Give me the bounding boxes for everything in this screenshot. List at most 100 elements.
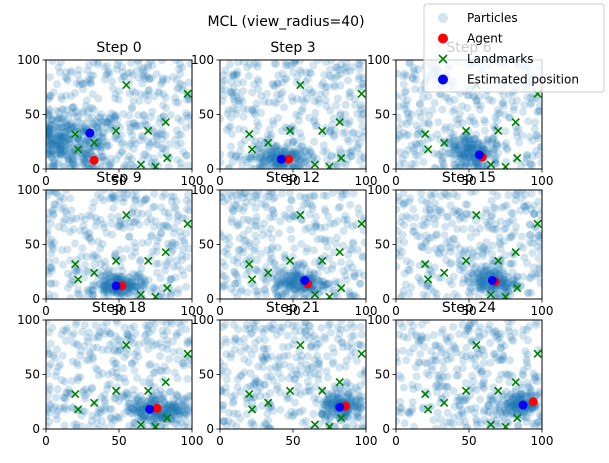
particle-point bbox=[291, 366, 300, 375]
particle-point bbox=[463, 148, 472, 157]
particle-point bbox=[51, 279, 60, 288]
particle-point bbox=[506, 398, 515, 407]
particle-point bbox=[288, 412, 296, 421]
particle-point bbox=[234, 99, 243, 108]
particle-point bbox=[454, 145, 463, 154]
particle-point bbox=[182, 252, 191, 261]
particle-point bbox=[466, 151, 475, 160]
particle-point bbox=[281, 147, 289, 156]
particle-point bbox=[474, 280, 483, 289]
particle-point bbox=[467, 224, 476, 233]
particle-point bbox=[257, 91, 266, 100]
particle-point bbox=[527, 205, 536, 214]
particle-point bbox=[136, 90, 145, 99]
particle-point bbox=[457, 408, 466, 417]
particle-point bbox=[481, 266, 490, 275]
particle-point bbox=[497, 294, 506, 299]
particle-point bbox=[275, 323, 284, 332]
particle-point bbox=[341, 211, 350, 220]
particle-point bbox=[457, 153, 466, 162]
particle-point bbox=[355, 150, 364, 159]
particle-point bbox=[301, 320, 310, 326]
particle-point bbox=[332, 410, 340, 419]
particle-point bbox=[138, 133, 147, 142]
particle-point bbox=[118, 147, 127, 156]
particle-point bbox=[176, 139, 185, 148]
particle-point bbox=[47, 190, 55, 195]
particle-point bbox=[156, 114, 165, 123]
particle-point bbox=[303, 377, 312, 386]
particle-point bbox=[263, 246, 272, 255]
particle-point bbox=[59, 203, 68, 212]
particle-point bbox=[88, 203, 97, 212]
particle-point bbox=[74, 66, 83, 74]
particle-point bbox=[119, 164, 128, 169]
particle-point bbox=[103, 288, 112, 297]
particle-point bbox=[95, 141, 104, 150]
particle-point bbox=[506, 389, 515, 398]
particle-point bbox=[434, 150, 442, 159]
particle-point bbox=[346, 245, 354, 254]
landmark-marker bbox=[357, 89, 366, 98]
particle-point bbox=[452, 372, 461, 381]
particle-point bbox=[72, 320, 81, 326]
particle-point bbox=[460, 267, 468, 276]
particle-point bbox=[412, 372, 421, 381]
particle-point bbox=[93, 190, 102, 199]
particle-point bbox=[326, 320, 335, 329]
particle-point bbox=[396, 193, 402, 202]
particle-point bbox=[420, 119, 429, 128]
particle-point bbox=[120, 323, 129, 332]
particle-point bbox=[138, 156, 147, 165]
particle-point bbox=[459, 150, 468, 159]
particle-point bbox=[321, 334, 330, 343]
particle-point bbox=[313, 275, 322, 284]
particle-point bbox=[68, 103, 77, 112]
particle-point bbox=[139, 412, 148, 421]
particle-point bbox=[347, 146, 356, 154]
particle-point bbox=[169, 73, 178, 81]
particle-point bbox=[131, 282, 140, 291]
particle-point bbox=[422, 231, 431, 240]
particle-point bbox=[70, 420, 79, 429]
particle-point bbox=[402, 257, 411, 266]
particle-point bbox=[151, 132, 160, 141]
particle-point bbox=[56, 145, 65, 154]
particle-point bbox=[62, 336, 71, 345]
particle-point bbox=[399, 322, 407, 331]
particle-point bbox=[327, 152, 336, 161]
particle-point bbox=[336, 81, 345, 90]
particle-point bbox=[101, 403, 110, 412]
particle-point bbox=[57, 134, 66, 143]
particle-point bbox=[258, 159, 267, 168]
particle-point bbox=[396, 404, 405, 413]
particle-point bbox=[517, 390, 526, 399]
particle-point bbox=[351, 402, 360, 411]
particle-point bbox=[265, 190, 274, 196]
particle-point bbox=[182, 111, 191, 120]
particle-point bbox=[173, 289, 182, 298]
particle-point bbox=[468, 159, 477, 168]
particle-point bbox=[262, 263, 271, 272]
particle-point bbox=[61, 215, 69, 224]
particle-point bbox=[114, 414, 123, 423]
particle-point bbox=[351, 101, 360, 109]
particle-point bbox=[446, 137, 455, 146]
particle-point bbox=[139, 196, 148, 205]
particle-point bbox=[441, 92, 450, 101]
particle-point bbox=[226, 353, 235, 362]
particle-point bbox=[104, 270, 113, 279]
particle-point bbox=[252, 213, 261, 221]
particle-point bbox=[158, 135, 167, 144]
particle-point bbox=[124, 391, 133, 400]
particle-point bbox=[80, 153, 89, 162]
particle-point bbox=[442, 335, 451, 344]
legend-box bbox=[423, 3, 605, 93]
particle-point bbox=[460, 396, 468, 405]
particle-point bbox=[271, 142, 280, 151]
particle-point bbox=[528, 419, 537, 428]
particle-point bbox=[413, 129, 422, 138]
particle-point bbox=[146, 394, 155, 403]
particle-point bbox=[147, 160, 155, 169]
particle-point bbox=[414, 339, 423, 348]
